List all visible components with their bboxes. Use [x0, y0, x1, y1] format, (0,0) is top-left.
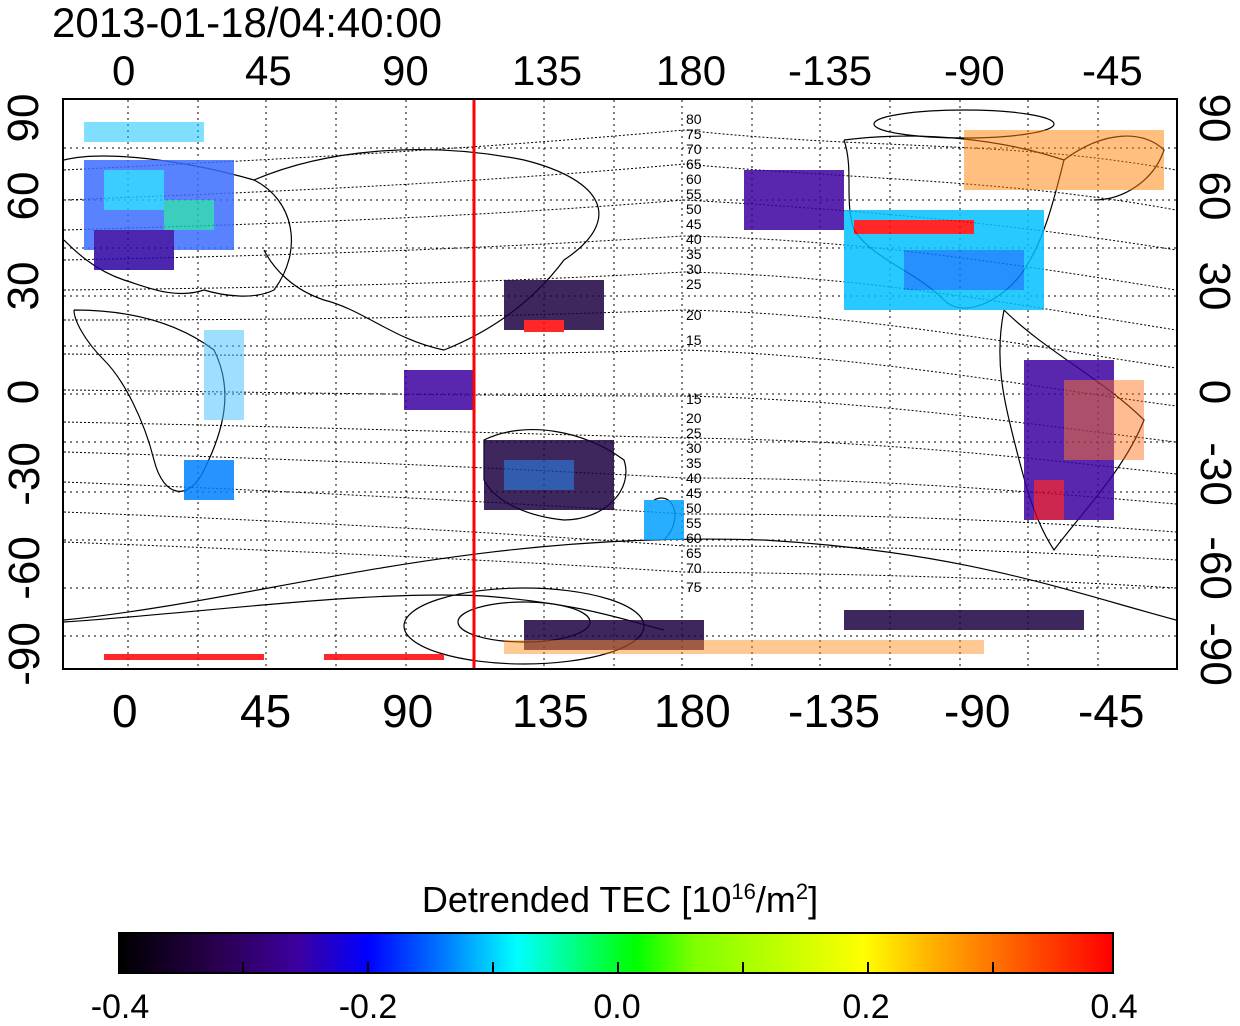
colorbar-tick [867, 962, 869, 972]
colorbar-label: -0.4 [90, 988, 150, 1026]
contour-label: 55 [686, 186, 702, 202]
contour-label: 45 [686, 485, 702, 501]
colorbar-tick [367, 962, 369, 972]
left-lat-tick: 0 [0, 379, 48, 405]
contour-label: 45 [686, 216, 702, 232]
contour-label: 40 [686, 470, 702, 486]
contour-label: 65 [686, 156, 702, 172]
tec-points [84, 122, 1164, 660]
top-lon-tick: -135 [788, 47, 873, 94]
contour-label: 35 [686, 455, 702, 471]
colorbar-title-end: ] [808, 879, 819, 920]
colorbar-tick [492, 962, 494, 972]
colorbar-title-text: Detrended TEC [10 [421, 879, 732, 920]
colorbar-tick [617, 962, 619, 972]
right-lat-tick: 30 [1190, 261, 1239, 311]
bottom-lon-tick: 45 [240, 685, 292, 737]
contour-label: 50 [686, 201, 702, 217]
left-lat-tick: 90 [0, 93, 48, 143]
top-lon-tick: 180 [656, 47, 727, 94]
bottom-lon-tick: 90 [382, 685, 434, 737]
right-lat-tick: -30 [1191, 442, 1240, 506]
bottom-lon-tick: -135 [788, 685, 881, 737]
bottom-lon-tick: 180 [654, 685, 731, 737]
contour-label: 60 [686, 530, 702, 546]
left-lat-tick: -90 [0, 622, 49, 686]
bottom-lon-tick: 135 [512, 685, 589, 737]
contour-label: 20 [686, 410, 702, 426]
contour-label: 75 [686, 579, 702, 595]
colorbar-tick [742, 962, 744, 972]
bottom-lon-tick: -90 [944, 685, 1011, 737]
contour-label: 70 [686, 141, 702, 157]
right-lat-tick: -60 [1191, 536, 1240, 600]
top-lon-tick: -90 [944, 47, 1005, 94]
right-lat-tick: -90 [1191, 622, 1240, 686]
contour-label: 15 [686, 332, 702, 348]
colorbar-label: 0.2 [842, 988, 890, 1026]
right-lat-tick: 90 [1190, 93, 1239, 143]
colorbar-title-unit-exponent: 2 [795, 879, 809, 904]
left-lat-tick: 60 [0, 171, 48, 221]
top-lon-tick: 135 [512, 47, 583, 94]
contour-label: 30 [686, 440, 702, 456]
colorbar-tick [992, 962, 994, 972]
timestamp-title: 2013-01-18/04:40:00 [52, 0, 442, 46]
colorbar [118, 932, 1114, 974]
contour-label: 20 [686, 307, 702, 323]
left-lat-tick: -30 [0, 442, 49, 506]
bottom-lon-tick: 0 [112, 685, 138, 737]
top-lon-tick: 45 [245, 47, 292, 94]
left-lat-tick: 30 [0, 261, 48, 311]
left-lat-tick: -60 [0, 536, 49, 600]
tec-map-canvas [64, 100, 1176, 668]
contour-label: 65 [686, 545, 702, 561]
contour-labels-north: 80 75 70 65 60 55 50 45 40 35 30 25 20 1… [686, 112, 702, 348]
top-lon-tick: 90 [382, 47, 429, 94]
tec-map: 80 75 70 65 60 55 50 45 40 35 30 25 20 1… [62, 98, 1178, 670]
contour-label: 70 [686, 560, 702, 576]
colorbar-label: -0.2 [338, 988, 398, 1026]
contour-label: 35 [686, 246, 702, 262]
colorbar-label: 0.4 [1090, 988, 1138, 1026]
contour-labels-south: 15 20 25 30 35 40 45 50 55 60 65 70 75 [686, 392, 702, 595]
contour-label: 60 [686, 171, 702, 187]
contour-label: 80 [686, 111, 702, 127]
contour-label: 55 [686, 515, 702, 531]
colorbar-label: 0.0 [593, 988, 641, 1026]
top-lon-tick: -45 [1082, 47, 1143, 94]
contour-label: 25 [686, 425, 702, 441]
top-lon-tick: 0 [112, 47, 136, 94]
colorbar-title: Detrended TEC [1016/m2] [0, 872, 1240, 920]
bottom-lon-tick: -45 [1078, 685, 1145, 737]
magnetic-contours [64, 129, 1176, 589]
colorbar-title-exponent: 16 [731, 879, 756, 904]
colorbar-title-unit: /m [755, 879, 796, 920]
contour-label: 25 [686, 276, 702, 292]
colorbar-tick [242, 962, 244, 972]
contour-label: 75 [686, 126, 702, 142]
right-lat-tick: 60 [1190, 171, 1239, 221]
contour-label: 50 [686, 500, 702, 516]
right-lat-tick: 0 [1190, 379, 1239, 405]
contour-label: 15 [686, 391, 702, 407]
contour-label: 40 [686, 231, 702, 247]
contour-label: 30 [686, 261, 702, 277]
